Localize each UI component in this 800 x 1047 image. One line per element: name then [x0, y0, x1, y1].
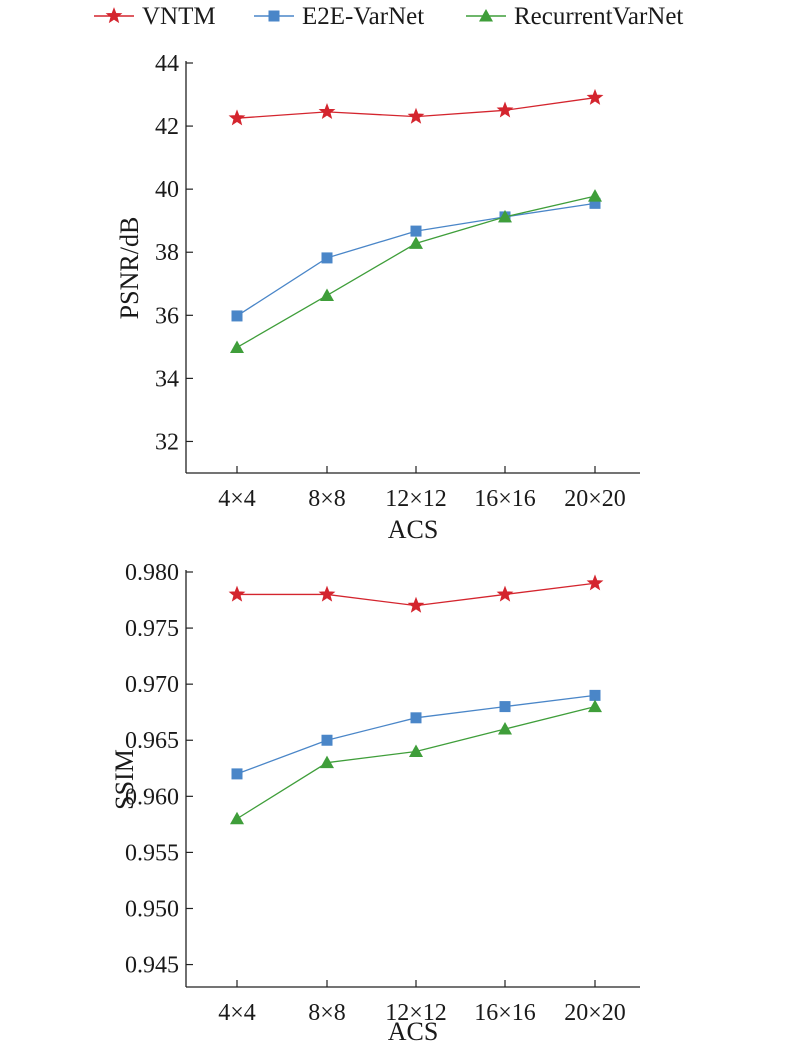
x-axis-title: ACS [388, 1017, 439, 1046]
series-line [236, 705, 596, 820]
y-axis-title: PSNR/dB [115, 217, 144, 320]
x-tick-label: 12×12 [385, 486, 447, 512]
y-tick-label: 40 [155, 177, 179, 203]
data-point [409, 744, 423, 757]
y-tick-label: 0.960 [125, 784, 179, 810]
data-point [228, 585, 246, 602]
series-recurrentvarnet [230, 699, 602, 825]
data-point [321, 252, 333, 264]
x-tick-label: 16×16 [474, 486, 536, 512]
data-point [407, 107, 425, 124]
y-tick-label: 34 [155, 366, 179, 392]
y-axis-title: SSIM [110, 749, 139, 810]
data-point [407, 596, 425, 613]
data-point [320, 755, 334, 769]
y-tick-label: 0.975 [125, 616, 179, 642]
data-point [231, 310, 243, 322]
legend-square-icon [268, 10, 280, 22]
data-point [589, 197, 601, 209]
data-point [496, 585, 514, 602]
series-line [236, 202, 596, 317]
x-tick-label: 20×20 [564, 1000, 626, 1026]
y-tick-label: 0.965 [125, 728, 179, 754]
y-tick-label: 36 [155, 303, 179, 329]
ssim-chart: 0.945 0.950 0.955 0.960 0.965 0.970 0.975 0.980… [110, 560, 640, 1046]
y-tick-label: 0.955 [125, 840, 179, 866]
data-point [498, 722, 512, 735]
data-point [496, 101, 514, 118]
legend-label: E2E-VarNet [302, 3, 424, 30]
series-line [236, 694, 596, 775]
x-tick-label: 12×12 [385, 1000, 447, 1026]
y-tick-label: 0.945 [125, 953, 179, 979]
series-e2e-varnet [231, 197, 601, 322]
series-line [236, 195, 596, 349]
data-point [230, 811, 244, 825]
series-recurrentvarnet [230, 189, 602, 353]
data-point [410, 712, 422, 724]
data-point [498, 209, 512, 223]
legend-star-icon [105, 7, 123, 24]
data-point [589, 689, 601, 701]
legend-triangle-icon [479, 9, 493, 22]
data-point [228, 109, 246, 126]
series-vntm [228, 88, 604, 126]
data-point [230, 340, 244, 353]
data-point [231, 768, 243, 780]
legend-item-e2e-varnet: E2E-VarNet [254, 3, 424, 30]
data-point [321, 734, 333, 746]
legend-item-recurrentvarnet: RecurrentVarNet [466, 3, 683, 30]
data-point [586, 574, 604, 591]
data-point [499, 701, 511, 713]
data-point [588, 189, 602, 202]
legend-label: RecurrentVarNet [514, 3, 683, 30]
legend-label: VNTM [142, 3, 216, 30]
data-point [588, 699, 602, 713]
series-vntm [228, 574, 604, 613]
legend: VNTM E2E-VarNet RecurrentVarNet [94, 3, 683, 30]
data-point [318, 585, 336, 602]
x-tick-label: 4×4 [218, 486, 256, 512]
y-tick-label: 44 [155, 51, 179, 77]
data-point [410, 225, 422, 237]
x-tick-label: 8×8 [308, 486, 346, 512]
x-tick-label: 20×20 [564, 486, 626, 512]
y-tick-label: 0.950 [125, 896, 179, 922]
data-point [409, 236, 423, 249]
x-tick-label: 8×8 [308, 1000, 346, 1026]
x-tick-label: 4×4 [218, 1000, 256, 1026]
legend-item-vntm: VNTM [94, 3, 216, 30]
y-tick-label: 42 [155, 114, 179, 140]
series-e2e-varnet [231, 689, 601, 780]
x-tick-label: 16×16 [474, 1000, 536, 1026]
y-tick-label: 0.970 [125, 672, 179, 698]
y-tick-label: 32 [155, 429, 179, 455]
data-point [318, 103, 336, 120]
x-axis-title: ACS [388, 515, 439, 544]
psnr-chart: 32 34 36 38 40 42 44 4×4 8×8 12×12 16×16 20×20 ACS PS… [115, 51, 640, 544]
data-point [320, 288, 334, 301]
y-tick-label: 38 [155, 240, 179, 266]
y-tick-label: 0.980 [125, 560, 179, 586]
data-point [586, 88, 604, 105]
